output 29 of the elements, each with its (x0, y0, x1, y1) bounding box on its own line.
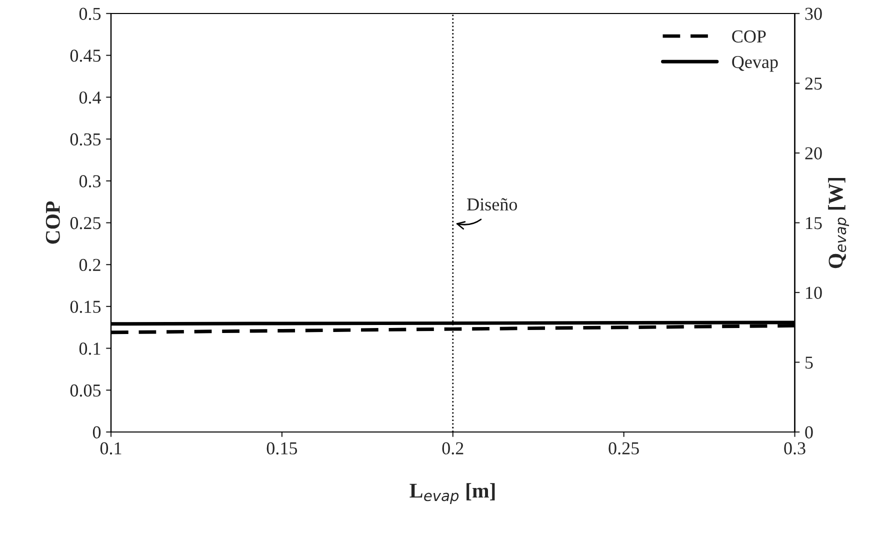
x-tick-label: 0.25 (608, 442, 639, 455)
x-tick-label: 0.15 (266, 442, 298, 455)
x-tick-label: 0.2 (442, 442, 464, 455)
y-tick-label: 0.1 (79, 342, 100, 355)
y-tick-label: 0.45 (70, 50, 101, 62)
y-tick-label: 0.2 (79, 258, 100, 272)
x-tick-label: 0.3 (784, 442, 806, 455)
y2-axis-title: Q$_{evap}$ [W] (828, 178, 849, 268)
y-tick-label: 0.5 (79, 8, 101, 20)
y2-tick-label: 25 (805, 78, 822, 90)
y2-tick-label: 20 (805, 147, 822, 160)
ref-line-label: Diseño (467, 198, 518, 211)
y2-tick-label: 30 (805, 8, 822, 20)
y-tick-label: 0 (92, 426, 101, 438)
y-tick-label: 0.05 (70, 384, 101, 397)
y-tick-label: 0.15 (70, 300, 101, 313)
x-tick-label: 0.1 (100, 442, 122, 455)
y-tick-label: 0.3 (79, 175, 101, 188)
legend-label: Qevap (732, 56, 778, 72)
y2-tick-label: 15 (806, 217, 822, 230)
y2-tick-label: 5 (806, 356, 813, 369)
y-tick-label: 0.4 (79, 91, 101, 104)
x-axis-title: L$_{evap}$ [m] (410, 483, 495, 504)
y-tick-label: 0.25 (70, 217, 101, 230)
legend-label: COP (732, 30, 766, 43)
y2-tick-label: 0 (805, 426, 813, 438)
y-axis-title: COP (46, 201, 60, 244)
y2-tick-label: 10 (806, 286, 822, 299)
y-tick-label: 0.35 (70, 133, 101, 146)
